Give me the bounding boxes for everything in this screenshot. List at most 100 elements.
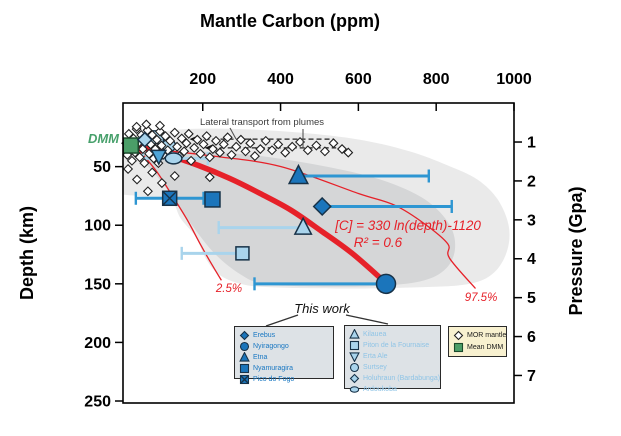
mor-mantle-diamond-52 (245, 138, 256, 149)
piton-de-la-fournaise-square-icon (349, 340, 360, 351)
mor-mantle-diamond-49 (231, 141, 242, 152)
this-work-leader-right (345, 314, 389, 325)
x-tick-label-1000: 1000 (496, 71, 532, 88)
legend-item-label: MOR mantle (467, 332, 507, 340)
mor-mantle-diamond-37 (189, 142, 200, 153)
mor-mantle-diamond-53 (249, 151, 260, 162)
mor-mantle-diamond-57 (273, 139, 284, 150)
mor-mantle-diamond-75 (141, 119, 152, 130)
point-kilauea (293, 216, 313, 235)
surtsey-swatch (349, 362, 360, 373)
y-left-tick-label-50: 50 (93, 159, 111, 176)
y-right-tick-label-5: 5 (527, 290, 536, 307)
mor-mantle-diamond-25 (160, 131, 171, 142)
annotation-leader-lines (229, 127, 389, 327)
mor-mantle-swatch (453, 330, 464, 341)
x-tick-label-400: 400 (267, 71, 294, 88)
field-inner-envelope (128, 147, 456, 287)
mor-mantle-diamond-68 (142, 186, 153, 197)
legend-item-piton-de-la-fournaise: Piton de la Fournaise (349, 340, 436, 351)
y-right-tick-label-6: 6 (527, 329, 536, 346)
mor-mantle-diamond-76 (154, 120, 165, 131)
legend-item-mor-mantle: MOR mantle (453, 330, 506, 341)
erta-ale-swatch (349, 352, 360, 362)
point-ardoukoba (164, 152, 183, 165)
y-left-tick-label-200: 200 (84, 335, 111, 352)
mor-mantle-diamond-58 (280, 147, 291, 158)
y-right-tick-label-3: 3 (527, 212, 536, 229)
mor-mantle-diamond-51 (240, 146, 251, 157)
mor-mantle-diamond-30 (172, 141, 183, 152)
mor-mantle-diamond-54 (255, 144, 266, 155)
erebus-diamond-icon (239, 330, 250, 341)
point-nyamuragira (204, 191, 221, 208)
legend-item-label: Etna (253, 354, 268, 361)
pico-do-fogo-swatch-x-mark (240, 375, 249, 384)
mor-mantle-diamond-67 (131, 174, 143, 185)
legend-item-label: Kilauea (363, 331, 387, 338)
surtsey-circle-icon (349, 362, 360, 373)
point-pico-do-fogo-x-mark (162, 190, 178, 206)
legend-item-mean-dmm: Mean DMM (453, 342, 504, 353)
legend-item-kilauea: Kilauea (349, 329, 436, 340)
mor-mantle-diamond-56 (266, 145, 278, 156)
mor-mantle-diamond-33 (179, 146, 190, 157)
mor-mantle-diamond-42 (204, 152, 215, 163)
axes-layer: 200 400 600 800 1000 50 100 150 200 250 1 2 3 4 5 6 7 (84, 71, 536, 411)
x-tick-label-200: 200 (189, 71, 216, 88)
mor-mantle-diamond-39 (195, 148, 206, 159)
legend-item-nyamuragira: Nyamuragira (239, 363, 329, 374)
mor-mantle-diamond-41 (201, 131, 212, 142)
legend-item-label: Piton de la Fournaise (363, 342, 430, 349)
mor-mantle-points-layer (121, 119, 354, 197)
y-left-tick-label-250: 250 (84, 394, 111, 411)
legend-item-ardoukoba: Ardoukoba (349, 384, 436, 395)
y-right-axis-title: Pressure (Gpa) (566, 186, 586, 315)
legend-item-label: Ardoukoba (363, 386, 397, 393)
mor-mantle-diamond-36 (186, 155, 197, 166)
pico-do-fogo-square-x-icon (239, 374, 250, 385)
dmm-label: DMM (88, 131, 120, 146)
kilauea-triangle-up-icon (349, 329, 360, 339)
mor-mantle-diamond-64 (328, 138, 339, 149)
legend-item-label: Erebus (253, 332, 276, 339)
holuhraun-bardabunga-diamond-icon (349, 373, 360, 384)
mor-mantle-diamond-66 (343, 147, 354, 158)
nyiragongo-circle-icon (239, 341, 250, 352)
lower-bound-curve (138, 149, 222, 281)
lateral-leader-line-1 (229, 127, 237, 140)
mor-mantle-diamond-22 (154, 126, 165, 137)
legend-item-etna: Etna (239, 352, 329, 363)
legend-mor-dmm: MOR mantle Mean DMM (448, 326, 507, 357)
mor-mantle-diamond-45 (214, 147, 225, 158)
this-work-label: This work (294, 301, 351, 316)
legend-item-holuhraun-bardabunga: Holuhraun (Bardabunga) (349, 373, 440, 384)
mor-mantle-diamond-61 (302, 145, 313, 156)
piton-de-la-fournaise-swatch (349, 340, 360, 351)
mor-mantle-diamond-69 (156, 178, 167, 189)
legend-item-label: Mean DMM (467, 343, 504, 351)
mor-mantle-diamond-icon (453, 330, 464, 341)
holuhraun-bardabunga-swatch (349, 373, 360, 384)
legend-item-nyiragongo: Nyiragongo (239, 341, 329, 352)
y-left-tick-label-150: 150 (84, 276, 111, 293)
legend-item-label: Nyamuragira (253, 365, 294, 372)
mor-mantle-diamond-74 (131, 121, 142, 132)
legend-this-work-primary: Erebus Nyiragongo Etna Nyamuragira Pico do F… (234, 326, 334, 385)
mor-mantle-diamond-4 (126, 155, 137, 166)
mor-mantle-diamond-59 (287, 141, 298, 152)
mor-mantle-diamond-27 (165, 135, 176, 146)
x-tick-label-800: 800 (423, 71, 450, 88)
mor-mantle-diamond-70 (169, 170, 180, 182)
legend-item-label: Erta Ale (363, 353, 388, 360)
equation-label: [C] = 330 ln(depth)-1120 (334, 218, 481, 233)
legend-item-erebus: Erebus (239, 330, 329, 341)
x-axis-title: Mantle Carbon (ppm) (200, 11, 380, 31)
y-left-tick-label-100: 100 (84, 218, 111, 235)
plot-frame (122, 102, 515, 404)
mor-mantle-diamond-38 (192, 134, 203, 145)
mor-mantle-diamond-50 (235, 134, 246, 145)
legend-item-label: Surtsey (363, 364, 387, 371)
